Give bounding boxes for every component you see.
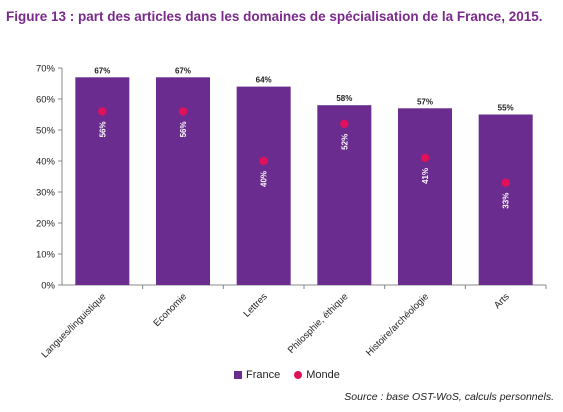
bar-france xyxy=(398,108,452,285)
dot-monde xyxy=(420,153,430,163)
y-tick-label: 0% xyxy=(41,281,55,292)
dot-monde xyxy=(340,119,349,128)
bar-france xyxy=(317,105,372,285)
dot-monde-value-label: 56% xyxy=(179,121,188,137)
legend-monde-label: Monde xyxy=(306,369,340,381)
legend-france-label: France xyxy=(246,369,281,381)
x-category-label: Langues/linguistique xyxy=(39,291,108,360)
y-tick-label: 30% xyxy=(36,188,56,199)
y-tick-label: 60% xyxy=(36,95,56,106)
bar-france-value-label: 58% xyxy=(336,94,352,103)
dot-monde xyxy=(501,178,510,187)
legend-france-swatch xyxy=(234,371,242,379)
dot-monde-value-label: 41% xyxy=(421,168,430,184)
dot-monde-value-label: 56% xyxy=(98,121,107,137)
y-tick-label: 70% xyxy=(36,64,56,75)
y-tick-label: 40% xyxy=(36,157,56,168)
bar-france xyxy=(478,114,533,285)
dot-monde-value-label: 40% xyxy=(260,171,269,187)
y-axis-ticks: 0% 10% 20% 30% 40% 50% 60% 70% xyxy=(36,64,62,292)
x-category-label: Arts xyxy=(492,291,512,311)
y-tick-label: 50% xyxy=(36,126,56,137)
x-category-label: Histoire/archéologie xyxy=(364,291,431,358)
source-note: Source : base OST-WoS, calculs personnel… xyxy=(344,391,554,403)
x-axis-labels: Langues/linguistique Economie Lettres Philo… xyxy=(39,285,547,360)
dot-monde xyxy=(259,156,268,166)
bar-france-value-label: 57% xyxy=(417,97,433,106)
legend-monde-dot xyxy=(294,371,303,379)
bar-france-value-label: 67% xyxy=(175,66,191,75)
legend: France Monde xyxy=(234,369,340,381)
bar-france-value-label: 55% xyxy=(498,104,514,113)
bars: 67% 56% 67% 56% 64% 40% 58% 52% 57% 41% 55% 33% xyxy=(75,66,533,285)
y-tick-label: 20% xyxy=(36,219,56,230)
dot-monde xyxy=(98,107,107,116)
dot-monde-value-label: 52% xyxy=(340,134,349,150)
dot-monde xyxy=(178,107,188,116)
bar-france-value-label: 67% xyxy=(94,66,110,75)
bar-france xyxy=(236,86,291,285)
x-category-label: Philosphie, éthique xyxy=(286,291,351,356)
bar-france-value-label: 64% xyxy=(256,76,272,85)
y-tick-label: 10% xyxy=(36,250,56,261)
x-category-label: Lettres xyxy=(241,291,269,319)
figure-title: Figure 13 : part des articles dans les d… xyxy=(6,9,543,24)
x-category-label: Economie xyxy=(151,291,189,329)
dot-monde-value-label: 33% xyxy=(502,193,511,209)
